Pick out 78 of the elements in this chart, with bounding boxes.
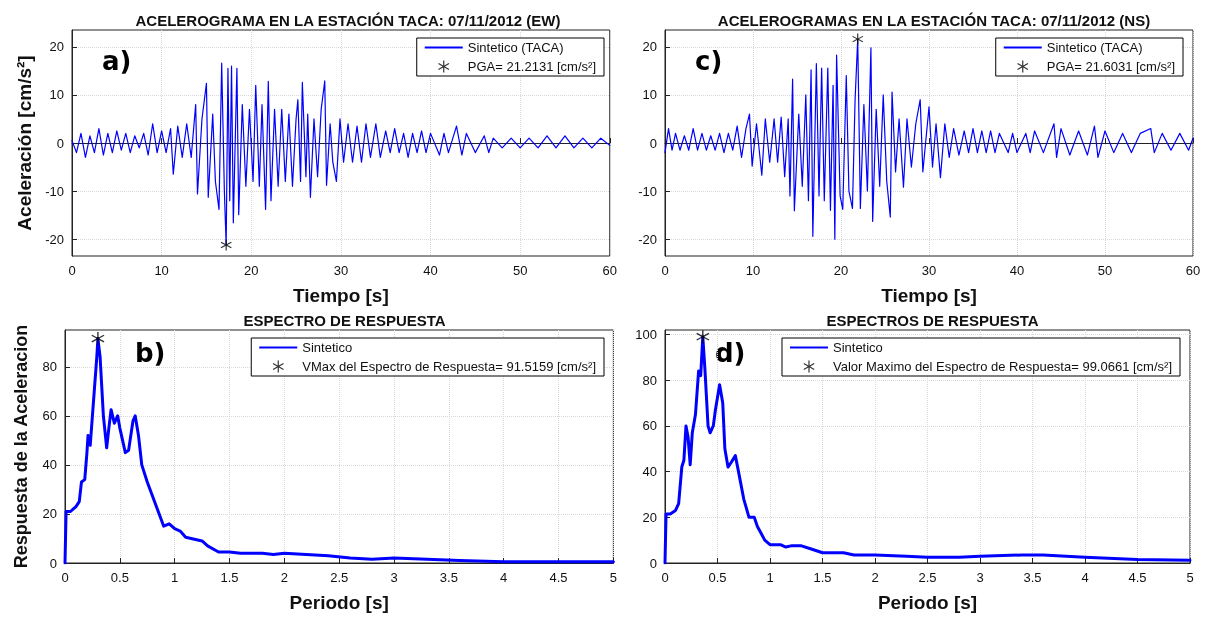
x-tick-label: 20 [833, 263, 849, 278]
y-tick-label: -20 [638, 231, 657, 247]
x-tick-label: 0 [661, 570, 669, 585]
legend-label: PGA= 21.6031 [cm/s²] [1046, 59, 1176, 74]
x-axis-title: Tiempo [s] [881, 285, 977, 306]
y-tick-label: 80 [642, 372, 657, 388]
x-tick-label: 0 [68, 263, 76, 278]
legend-label: PGA= 21.2131 [cm/s²] [467, 59, 597, 74]
x-tick-label: 4.5 [549, 570, 568, 585]
x-tick-label: 0.5 [708, 570, 727, 585]
x-tick-label: 60 [1185, 263, 1201, 278]
x-tick-label: 5 [609, 570, 617, 585]
x-axis-title: Tiempo [s] [293, 285, 389, 306]
x-tick-label: 20 [244, 263, 259, 278]
x-tick-label: 50 [1097, 263, 1113, 278]
x-tick-label: 2.5 [330, 570, 349, 585]
y-tick-label: 20 [49, 39, 64, 55]
x-tick-label: 2 [280, 570, 288, 585]
x-tick-label: 2.5 [918, 570, 937, 585]
x-tick-label: 1 [171, 570, 179, 585]
x-tick-label: 1 [766, 570, 774, 585]
y-tick-label: 10 [49, 87, 64, 103]
x-tick-label: 30 [921, 263, 937, 278]
legend-label: VMax del Espectro de Respuesta= 91.5159 [cm/s²] [302, 359, 597, 374]
x-tick-label: 5 [1186, 570, 1194, 585]
y-tick-label: 20 [42, 506, 57, 522]
y-tick-label: -20 [45, 231, 64, 247]
y-tick-label: 0 [649, 555, 657, 571]
legend-label: Sintetico [302, 340, 353, 355]
x-tick-label: 2 [871, 570, 879, 585]
x-tick-label: 40 [1009, 263, 1025, 278]
x-tick-label: 40 [423, 263, 438, 278]
chart-title: ACELEROGRAMA EN LA ESTACIÓN TACA: 07/11/2012 (EW) [135, 12, 561, 29]
y-tick-label: 0 [649, 135, 657, 151]
annotation: c) [695, 46, 723, 76]
x-tick-label: 3 [390, 570, 398, 585]
x-tick-label: 4 [500, 570, 508, 585]
x-tick-label: 1.5 [813, 570, 832, 585]
x-tick-label: 3 [976, 570, 984, 585]
annotation: a) [102, 46, 132, 76]
annotation: b) [135, 338, 166, 368]
x-tick-label: 50 [512, 263, 528, 278]
chart-title: ESPECTRO DE RESPUESTA [243, 312, 446, 329]
x-tick-label: 3.5 [1023, 570, 1042, 585]
chart-title: ESPECTROS DE RESPUESTA [826, 312, 1039, 329]
y-tick-label: 0 [56, 135, 64, 151]
x-tick-label: 0 [661, 263, 669, 278]
legend-label: Sintetico [832, 340, 883, 355]
legend-label: Sintetico (TACA) [1046, 40, 1143, 55]
legend-label: Valor Maximo del Espectro de Respuesta= 99.0661 [cm/s²] [832, 359, 1173, 374]
x-tick-label: 3.5 [439, 570, 458, 585]
y-tick-label: 60 [42, 408, 57, 424]
y-tick-label: 20 [642, 509, 657, 525]
x-tick-label: 1.5 [220, 570, 239, 585]
x-tick-label: 10 [745, 263, 761, 278]
y-axis-title: Respuesta de la Aceleracion [11, 324, 31, 569]
y-tick-label: 40 [642, 464, 657, 480]
x-tick-label: 60 [602, 263, 617, 278]
y-tick-label: 60 [642, 418, 657, 434]
x-tick-label: 4.5 [1128, 570, 1147, 585]
legend-label: Sintetico (TACA) [467, 40, 564, 55]
x-axis-title: Periodo [s] [877, 592, 978, 613]
x-tick-label: 4 [1081, 570, 1089, 585]
y-tick-label: 40 [42, 457, 57, 473]
y-axis-title: Aceleración [cm/s²] [14, 55, 35, 231]
x-tick-label: 10 [154, 263, 169, 278]
y-tick-label: 10 [642, 87, 657, 103]
x-tick-label: 0.5 [110, 570, 129, 585]
y-tick-label: 100 [635, 327, 657, 343]
y-tick-label: 20 [642, 39, 657, 55]
y-tick-label: -10 [638, 183, 657, 199]
annotation: d) [715, 338, 746, 368]
x-axis-title: Periodo [s] [289, 592, 389, 613]
x-tick-label: 30 [333, 263, 349, 278]
chart-title: ACELEROGRAMAS EN LA ESTACIÓN TACA: 07/11/2012 (NS) [717, 12, 1151, 29]
y-tick-label: 80 [42, 359, 57, 375]
y-tick-label: 0 [49, 555, 57, 571]
y-tick-label: -10 [45, 183, 64, 199]
